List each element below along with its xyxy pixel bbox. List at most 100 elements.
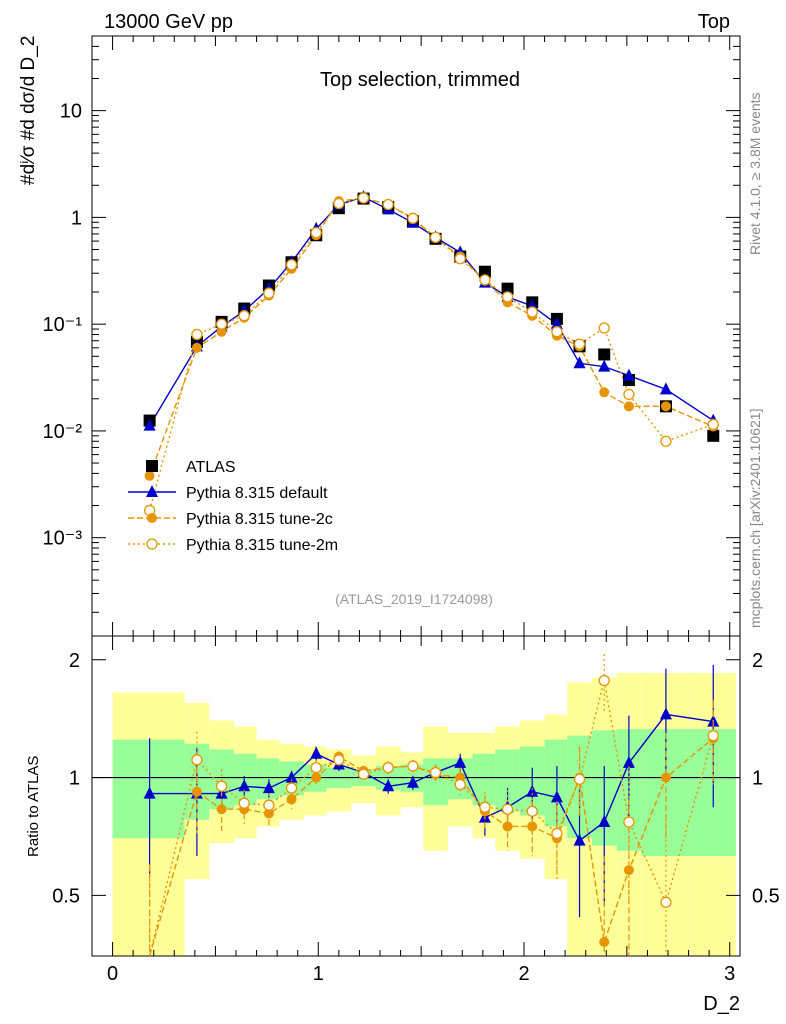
ratio-line-1 — [149, 713, 714, 842]
tune2c-point — [599, 387, 610, 398]
band-inner-bin — [233, 753, 257, 806]
x-tick-label: 3 — [724, 963, 735, 985]
y-tick-label: 10⁻³ — [43, 528, 83, 550]
default-point — [550, 790, 563, 803]
tune2m-point — [429, 766, 442, 779]
default-point — [659, 382, 672, 395]
atlas-point — [501, 282, 514, 295]
ratio-y-tick-label-right: 2 — [752, 650, 763, 672]
ratio-line-3 — [148, 680, 714, 957]
main-title: Top selection, trimmed — [320, 69, 520, 91]
atlas-point — [707, 429, 720, 442]
tune2c-point — [263, 808, 274, 819]
default-point — [285, 770, 298, 783]
ratio-y-tick-label: 1 — [69, 768, 80, 790]
tune2m-point — [454, 778, 466, 791]
tune2m-point — [707, 729, 719, 742]
atlas-point — [146, 460, 158, 472]
default-point — [573, 356, 586, 369]
tune2m-point — [146, 538, 158, 550]
tune2c-point — [191, 342, 202, 353]
tune2m-point — [454, 253, 466, 265]
tune2m-point — [357, 768, 370, 780]
tune2m-point — [526, 306, 538, 318]
tune2c-point — [286, 794, 297, 805]
tune2c-point — [660, 401, 671, 412]
ratio-line-2 — [148, 737, 714, 957]
ratio-y-tick-label-right: 0.5 — [752, 885, 780, 907]
tune2m-point — [573, 338, 586, 350]
mcplots-label: mcplots.cern.ch [arXiv:2401.10621] — [747, 409, 763, 628]
ratio-y-tick-label: 0.5 — [52, 885, 80, 907]
tune2c-point — [216, 804, 227, 815]
tune2m-point — [660, 435, 672, 447]
tune2c-point — [144, 470, 155, 481]
tune2c-point — [660, 772, 671, 783]
default-point — [598, 359, 611, 372]
tune2m-point — [357, 192, 370, 204]
tune2m-point — [215, 318, 228, 330]
series-line-1 — [148, 196, 714, 427]
tune2m-point — [623, 388, 635, 401]
tune2m-point — [263, 287, 275, 299]
y-tick-label: 1 — [71, 207, 82, 229]
tune2c-point — [623, 401, 634, 412]
default-point — [143, 786, 156, 799]
y-axis-label: #dⁱ⁄σ #d dσ/d D_2 — [18, 36, 39, 185]
tune2m-point — [501, 291, 514, 303]
tune2m-point — [285, 259, 298, 271]
tune2m-point — [551, 326, 563, 338]
y-tick-label: 10⁻² — [43, 421, 83, 443]
tune2m-point — [707, 418, 719, 431]
default-point — [143, 418, 156, 431]
tune2m-point — [598, 322, 610, 334]
default-point — [526, 784, 539, 797]
default-point — [598, 814, 611, 827]
tune2c-point — [623, 865, 634, 876]
default-point — [550, 317, 563, 330]
tune2m-point — [238, 310, 250, 322]
tune2m-point — [479, 274, 491, 286]
tune2m-point — [598, 674, 610, 687]
ratio-y-label: Ratio to ATLAS — [25, 756, 42, 857]
tune2m-point — [382, 198, 394, 211]
default-point — [146, 485, 158, 497]
legend-label: Pythia 8.315 tune-2c — [186, 511, 333, 528]
default-point — [382, 779, 395, 792]
tune2m-point — [191, 328, 203, 341]
tune2m-point — [429, 231, 442, 244]
tune2c-point — [147, 513, 157, 523]
default-point — [262, 781, 275, 794]
y-tick-label: 10 — [60, 101, 82, 123]
legend-label: Pythia 8.315 default — [186, 485, 328, 502]
tune2m-point — [310, 762, 322, 774]
default-point — [622, 755, 635, 768]
default-point — [406, 775, 419, 788]
tune2c-point — [527, 821, 538, 832]
ratio-y-tick-label: 2 — [69, 650, 80, 672]
tune2m-point — [623, 816, 635, 828]
tune2m-point — [333, 197, 345, 210]
tune2m-point — [215, 780, 228, 792]
rivet-label: Rivet 4.1.0, ≥ 3.8M events — [747, 92, 763, 255]
ratio-y-tick-label-right: 1 — [752, 768, 763, 790]
analysis-id: (ATLAS_2019_I1724098) — [335, 591, 493, 607]
tune2m-point — [551, 827, 563, 840]
band-inner-bin — [256, 758, 280, 800]
header-left: 13000 GeV pp — [104, 11, 233, 33]
tune2m-point — [407, 760, 419, 772]
default-point — [573, 833, 586, 846]
tune2m-point — [333, 754, 345, 766]
band-inner-bin — [544, 739, 568, 827]
series-line-2 — [148, 197, 714, 477]
default-point — [238, 779, 251, 792]
tune2m-point — [479, 801, 491, 813]
atlas-point — [598, 348, 611, 361]
x-tick-label: 0 — [107, 963, 118, 985]
legend-label: ATLAS — [186, 459, 236, 476]
tune2m-point — [573, 773, 586, 785]
x-tick-label: 2 — [518, 963, 529, 985]
default-point — [454, 755, 467, 768]
y-tick-label: 10⁻¹ — [43, 314, 83, 336]
